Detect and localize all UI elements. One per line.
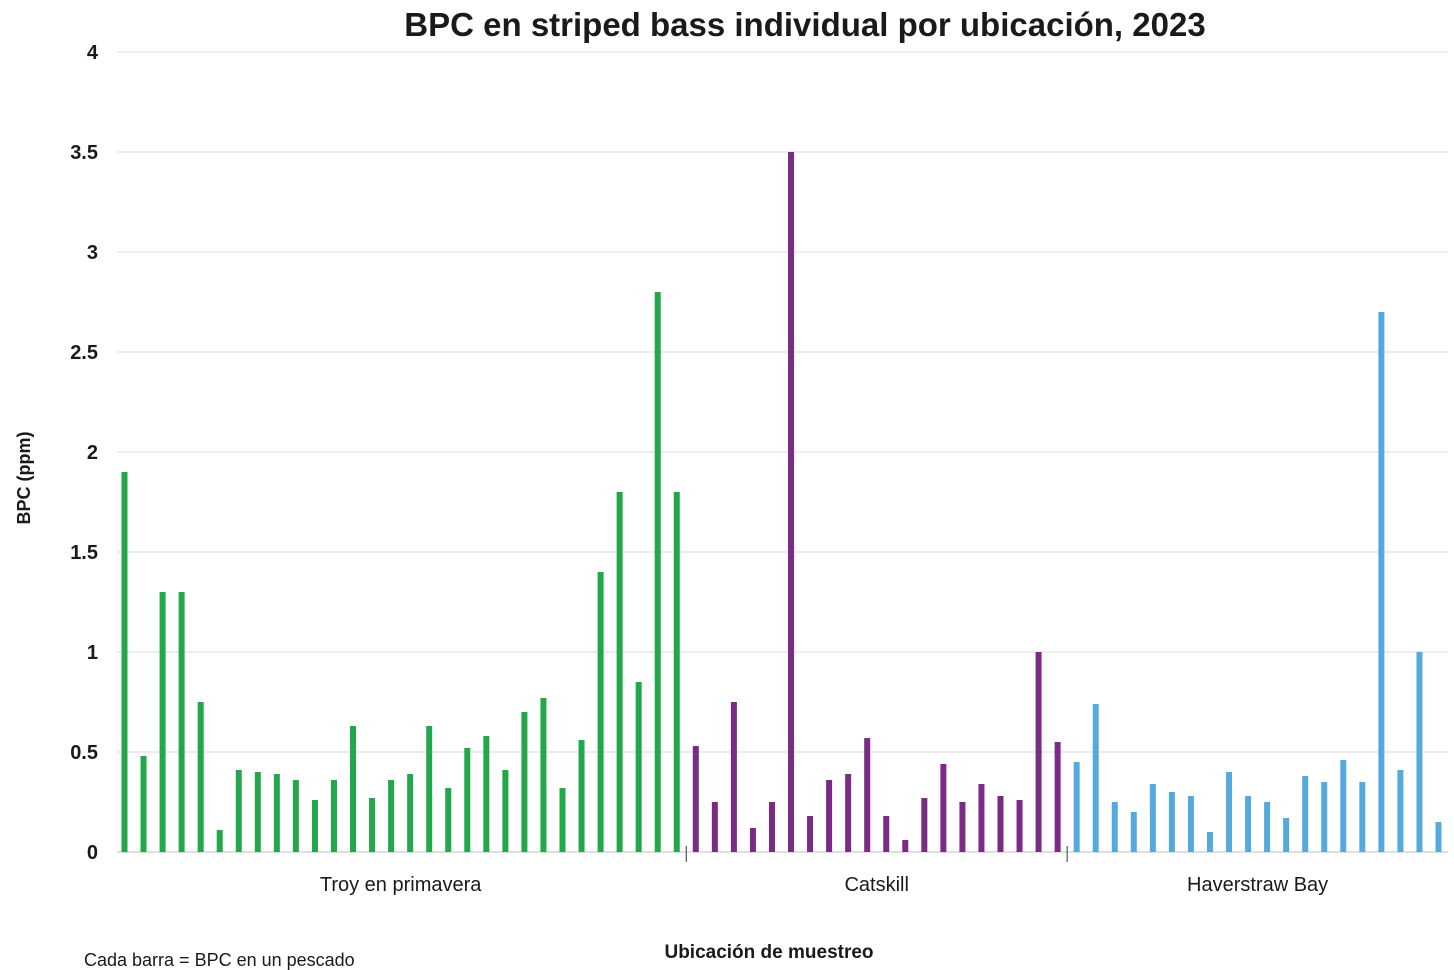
bar bbox=[711, 802, 718, 852]
bar bbox=[692, 746, 699, 852]
chart-note: Cada barra = BPC en un pescado bbox=[84, 950, 355, 970]
bar bbox=[768, 802, 775, 852]
bar bbox=[1302, 776, 1309, 852]
bar bbox=[350, 726, 357, 852]
y-tick-label: 0.5 bbox=[70, 742, 98, 764]
bar bbox=[959, 802, 966, 852]
bar bbox=[673, 492, 680, 852]
bar bbox=[121, 472, 128, 852]
bar bbox=[635, 682, 642, 852]
bar bbox=[1092, 704, 1099, 852]
group-label: Haverstraw Bay bbox=[1187, 874, 1328, 896]
bar bbox=[730, 702, 737, 852]
bar bbox=[1149, 784, 1156, 852]
bar bbox=[1054, 742, 1061, 852]
bar bbox=[1016, 800, 1023, 852]
bar bbox=[235, 770, 242, 852]
bar bbox=[940, 764, 947, 852]
bar bbox=[559, 788, 566, 852]
bar bbox=[921, 798, 928, 852]
bar bbox=[445, 788, 452, 852]
bar bbox=[1245, 796, 1252, 852]
bar bbox=[426, 726, 433, 852]
y-axis-ticks: 0 0.5 1 1.5 2 2.5 3 3.5 4 bbox=[70, 42, 99, 864]
bar bbox=[388, 780, 395, 852]
bar bbox=[369, 798, 376, 852]
y-tick-label: 1.5 bbox=[70, 542, 98, 564]
y-tick-label: 0 bbox=[87, 842, 98, 864]
bar bbox=[1340, 760, 1347, 852]
y-tick-label: 2 bbox=[87, 442, 98, 464]
bar bbox=[978, 784, 985, 852]
bar bbox=[407, 774, 414, 852]
bar bbox=[292, 780, 299, 852]
bar bbox=[311, 800, 318, 852]
bar bbox=[1187, 796, 1194, 852]
bar bbox=[330, 780, 337, 852]
bar bbox=[1111, 802, 1118, 852]
bar bbox=[1359, 782, 1366, 852]
gridlines bbox=[117, 51, 1448, 853]
bar bbox=[1206, 832, 1213, 852]
group-label: Catskill bbox=[844, 874, 908, 896]
y-tick-label: 3 bbox=[87, 242, 98, 264]
bar bbox=[483, 736, 490, 852]
bar bbox=[159, 592, 166, 852]
bar bbox=[788, 152, 795, 852]
y-tick-label: 4 bbox=[87, 42, 99, 64]
bar bbox=[540, 698, 547, 852]
bar bbox=[273, 774, 280, 852]
bar bbox=[749, 828, 756, 852]
bar bbox=[1283, 818, 1290, 852]
bars bbox=[121, 152, 1442, 852]
bar bbox=[216, 830, 223, 852]
bar bbox=[864, 738, 871, 852]
y-tick-label: 2.5 bbox=[70, 342, 98, 364]
bar bbox=[1435, 822, 1442, 852]
bar bbox=[502, 770, 509, 852]
bar bbox=[254, 772, 261, 852]
bar bbox=[464, 748, 471, 852]
bar bbox=[1321, 782, 1328, 852]
bar bbox=[654, 292, 661, 852]
bar bbox=[1130, 812, 1137, 852]
bar bbox=[883, 816, 890, 852]
bar bbox=[197, 702, 204, 852]
bar bbox=[997, 796, 1004, 852]
bar bbox=[140, 756, 147, 852]
bar bbox=[826, 780, 833, 852]
bar bbox=[521, 712, 528, 852]
bar bbox=[807, 816, 814, 852]
bar bbox=[902, 840, 909, 852]
bar bbox=[616, 492, 623, 852]
bar bbox=[178, 592, 185, 852]
bar bbox=[1378, 312, 1385, 852]
group-label: Troy en primavera bbox=[320, 874, 482, 896]
bar bbox=[1264, 802, 1271, 852]
y-tick-label: 1 bbox=[87, 642, 98, 664]
bar bbox=[597, 572, 604, 852]
bar bbox=[1035, 652, 1042, 852]
bar bbox=[1168, 792, 1175, 852]
x-axis-label: Ubicación de muestreo bbox=[664, 942, 873, 963]
y-axis-label: BPC (ppm) bbox=[14, 432, 34, 525]
bar bbox=[845, 774, 852, 852]
chart-title: BPC en striped bass individual por ubica… bbox=[404, 6, 1205, 43]
group-labels: Troy en primavera Catskill Haverstraw Bay bbox=[320, 846, 1328, 896]
bar bbox=[1397, 770, 1404, 852]
bar bbox=[578, 740, 585, 852]
bar bbox=[1073, 762, 1080, 852]
bar bbox=[1416, 652, 1423, 852]
y-tick-label: 3.5 bbox=[70, 142, 98, 164]
bar bbox=[1226, 772, 1233, 852]
